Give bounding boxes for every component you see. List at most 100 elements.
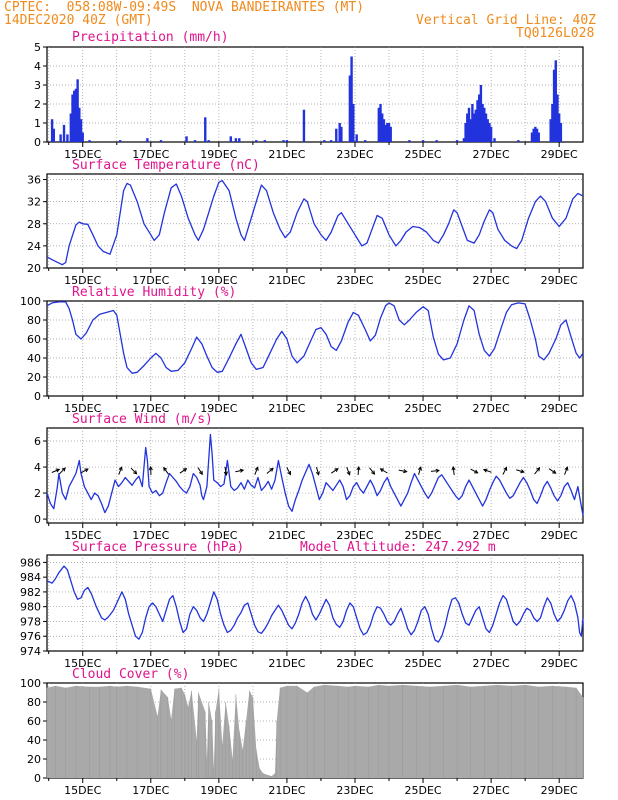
panel-0-bar [467,107,471,142]
panel-3-ytick-label: 6 [34,435,41,448]
panel-4-series-line [46,565,584,643]
panel-0-bar [534,126,537,142]
panel-0-bar [464,123,467,142]
panel-0-bar [479,85,483,142]
panel-0-bar [76,79,79,142]
panel-4-xtick-label: 23DEC [336,657,373,670]
panel-3-wind-arrow [330,468,339,474]
panel-0-bar [381,113,384,142]
panel-4-ytick-label: 982 [20,586,41,599]
panel-0-bar [549,119,552,142]
panel-3-wind-arrow [163,467,169,475]
panel-3-wind-arrow-head [451,465,456,471]
panel-0-bar [66,134,69,142]
panel-0-bar [557,113,561,142]
panel-3-wind-arrow-head [254,466,259,471]
panel-0-ytick-label: 1 [34,117,41,130]
panel-1-xtick-label: 29DEC [541,274,578,287]
panel-3-wind-arrow [470,468,478,474]
panel-5-xtick-label: 29DEC [541,784,578,797]
panel-0-bar [204,117,207,142]
panel-5-xtick-label: 21DEC [268,784,305,797]
panel-0-bar [71,94,74,142]
panel-3-wind-arrow [51,468,60,473]
panel-0-bar [146,138,149,142]
panel-4-xtick-label: 15DEC [64,657,101,670]
panel-0-bar [285,140,289,142]
panel-1-xtick-label: 27DEC [473,274,510,287]
panel-3-wind-arrow-head [552,469,557,474]
panel-0-bar [484,113,488,142]
panel-0-bar [185,136,188,142]
panel-3-wind-arrow-head [287,470,291,476]
panel-0-bar [74,88,78,142]
header-run-date: 14DEC2020 40Z (GMT) [4,13,153,28]
panel-3-wind-arrow-head [182,468,188,473]
panel-0-ytick-label: 0 [34,136,41,149]
panel-2-xtick-label: 27DEC [473,402,510,415]
panel-2-xtick-label: 21DEC [268,402,305,415]
panel-3-wind-arrow-head [564,466,569,471]
panel-4-xtick-label: 27DEC [473,657,510,670]
panel-0-bar [377,107,381,142]
panel-3-wind-arrow [430,470,439,472]
panel-3-wind-arrow-head [198,470,203,476]
panel-3-wind-arrow [118,467,123,475]
panel-3-wind-arrow-head [61,467,66,472]
panel-0-bar [382,119,386,142]
panel-0-bar [478,94,481,142]
panel-0-bar [384,124,387,142]
panel-0-ytick-label: 4 [34,60,41,73]
panel-0-bar [532,128,535,142]
panel-3-wind-arrow [548,468,556,474]
panel-0-bar [408,140,411,142]
panel-0-bar [73,90,76,142]
panel-4-xtick-label: 19DEC [200,657,237,670]
panel-4-xtick-label: 25DEC [404,657,441,670]
panel-0-bar [389,126,392,142]
panel-3-wind-arrow [483,469,492,473]
panel-0-bar [386,123,389,142]
panel-0-bar [554,60,557,142]
header-model-code: TQ0126L028 [516,26,595,41]
panel-3-wind-arrow [197,467,203,475]
panel-0-frame [46,46,584,143]
panel-3-wind-arrow [346,467,351,475]
panel-5-xtick-label: 17DEC [132,784,169,797]
panel-0-bar [556,94,559,142]
panel-3-wind-arrow-head [536,466,541,472]
panel-3-ytick-label: 0 [34,513,41,526]
panel-0-ytick-label: 3 [34,79,41,92]
panel-3-wind-arrow [266,467,274,474]
panel-3-wind-arrow [254,467,259,475]
panel-3-wind-arrow [316,466,320,475]
panel-0-bar [69,113,73,142]
panel-3-wind-arrow-head [163,466,168,472]
panel-3-wind-arrow-head [403,469,408,474]
panel-0-bar [263,140,267,142]
panel-5-area [47,684,583,778]
panel-2-title: Relative Humidity (%) [72,285,236,300]
panel-0-bar [488,123,491,142]
panel-3-wind-arrow [59,467,66,475]
panel-3-frame [46,427,584,524]
panel-2-series-line [46,301,584,374]
panel-3-wind-arrow-head [417,466,422,471]
panel-0-xtick-label: 29DEC [541,148,578,161]
panel-0-bar [421,140,425,142]
panel-2-ytick-label: 40 [27,352,41,365]
panel-2-ytick-label: 20 [27,371,41,384]
panel-0-xtick-label: 23DEC [336,148,373,161]
panel-0-bar [559,123,563,142]
panel-0-bar [462,138,466,142]
panel-3-wind-arrow-head [133,470,138,475]
panel-2-xtick-label: 29DEC [541,402,578,415]
panel-0-bar [537,132,540,142]
panel-0-bar [474,109,477,142]
panel-0-bar [486,119,489,142]
panel-2-xtick-label: 19DEC [200,402,237,415]
panel-0-bar [340,126,343,142]
panel-0-bar [435,140,438,142]
panel-3-wind-arrow-head [520,469,525,474]
